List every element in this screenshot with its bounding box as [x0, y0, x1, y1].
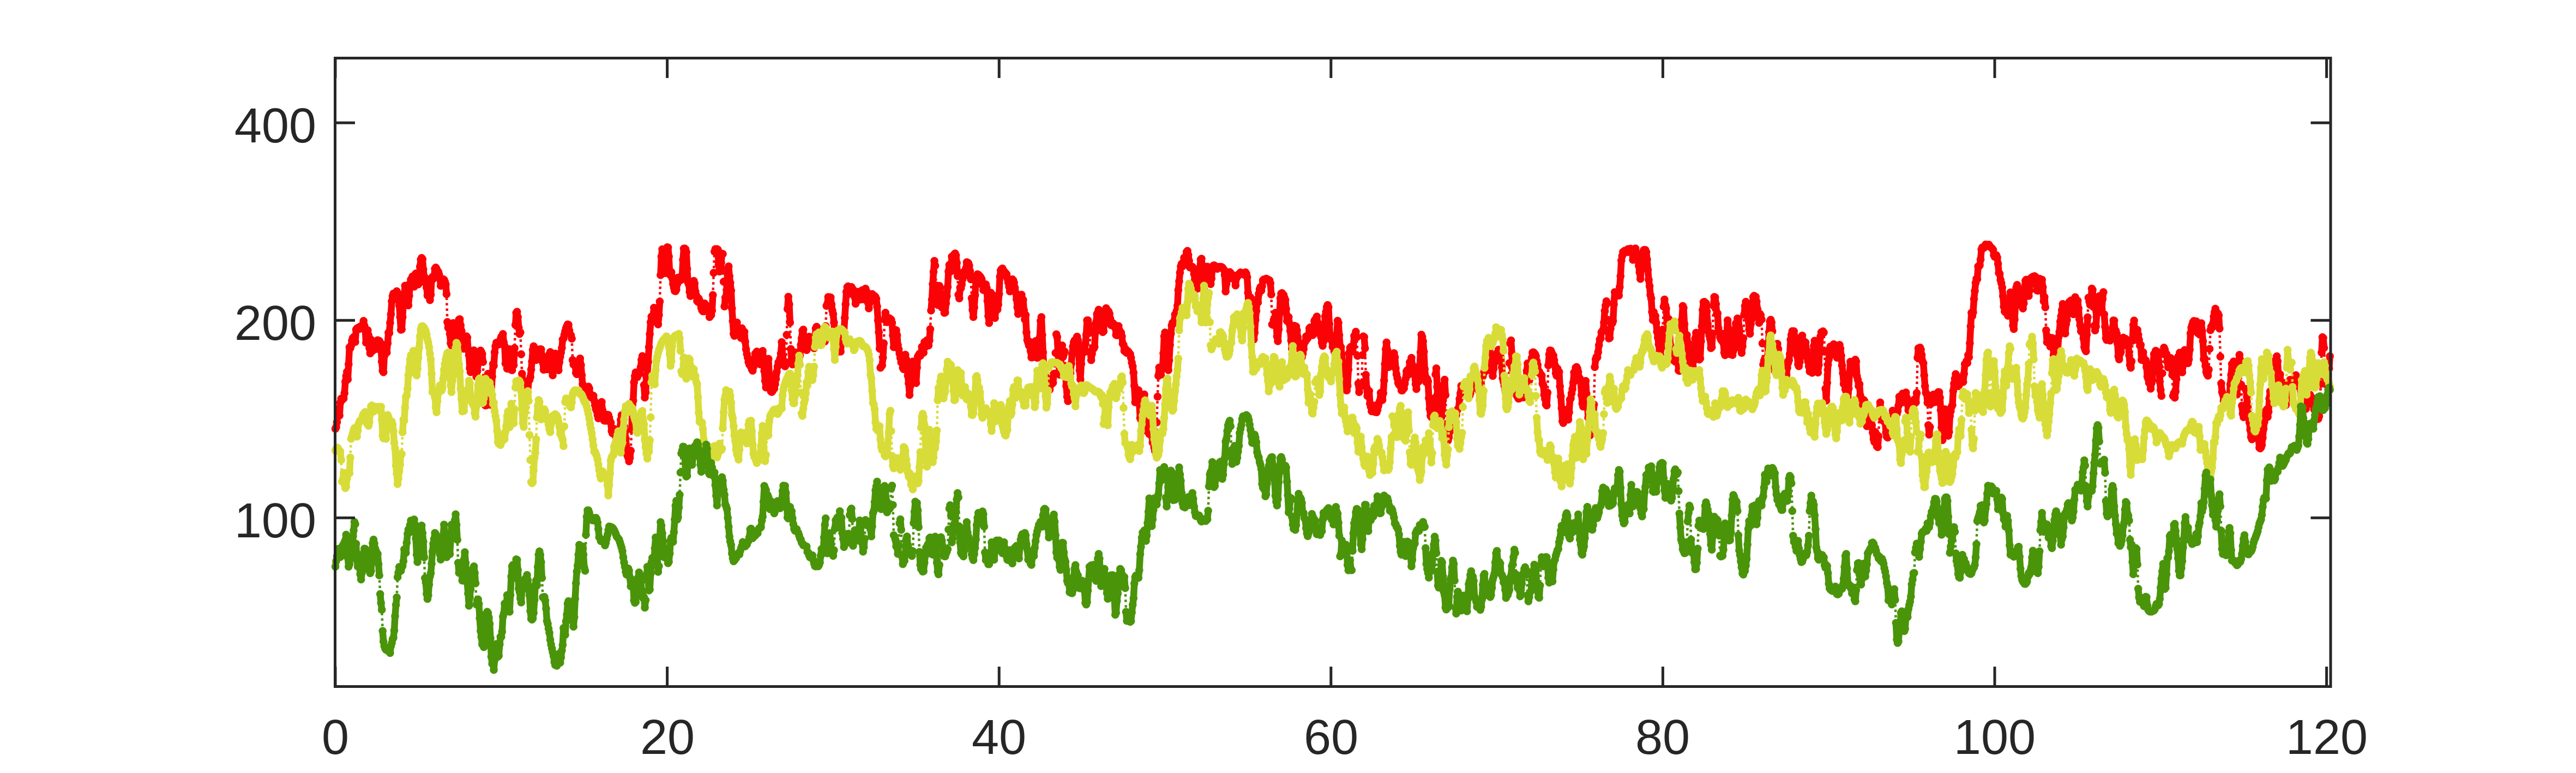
- svg-text:20: 20: [640, 710, 695, 765]
- svg-text:100: 100: [234, 494, 316, 548]
- svg-text:100: 100: [1954, 710, 2036, 765]
- svg-text:80: 80: [1635, 710, 1690, 765]
- svg-text:400: 400: [234, 99, 316, 153]
- svg-text:200: 200: [234, 296, 316, 351]
- svg-text:0: 0: [322, 710, 349, 765]
- svg-text:60: 60: [1304, 710, 1358, 765]
- svg-text:40: 40: [972, 710, 1026, 765]
- svg-text:120: 120: [2286, 710, 2368, 765]
